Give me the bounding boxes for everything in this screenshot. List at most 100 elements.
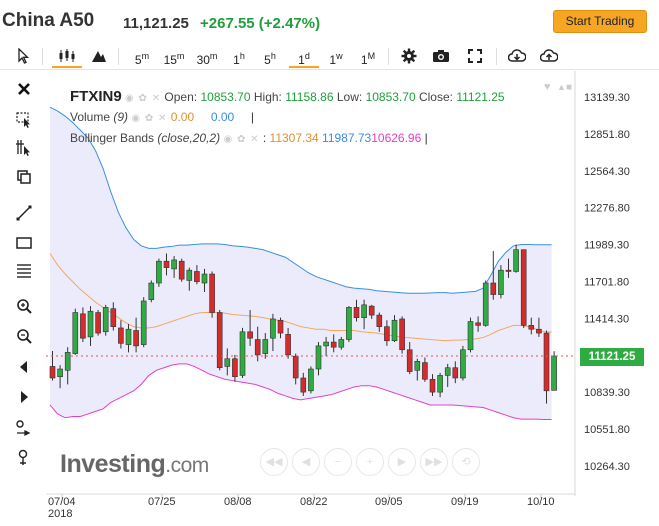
x-tick-label: 09/19: [451, 496, 479, 508]
magnet-alt-icon[interactable]: [13, 446, 35, 468]
candle-body: [88, 311, 93, 337]
cloud-download-icon[interactable]: [506, 44, 528, 68]
interval-15m[interactable]: 15m: [160, 44, 188, 68]
candle: [468, 318, 473, 353]
last-price: 11,121.25: [123, 15, 189, 32]
close-value: 11121.25: [456, 90, 504, 104]
nav-zoom-in-icon[interactable]: +: [356, 448, 384, 476]
clone-icon[interactable]: [13, 166, 35, 188]
candle: [103, 305, 108, 336]
interval-1d[interactable]: 1d: [289, 44, 319, 68]
interval-1M[interactable]: 1M: [356, 44, 380, 68]
drawing-tools: [0, 72, 46, 472]
candle-body: [118, 328, 123, 343]
candles-icon[interactable]: [52, 44, 82, 68]
nav-prev-icon[interactable]: ◀: [292, 448, 320, 476]
line-icon[interactable]: [13, 202, 35, 224]
candle: [521, 250, 526, 328]
candle-body: [156, 261, 161, 283]
nav-forward-icon[interactable]: ▶▶: [420, 448, 448, 476]
y-tick-label: 12564.30: [584, 166, 630, 178]
y-tick-label: 12851.80: [584, 129, 630, 141]
cursor-icon[interactable]: [12, 44, 34, 68]
candle-body: [415, 361, 420, 370]
open-value: 10853.70: [200, 90, 250, 104]
eye-icon[interactable]: ◉ ✿ ✕: [131, 113, 167, 124]
x-tick-label: 08/08: [224, 496, 252, 508]
candle: [346, 306, 351, 342]
magnet-icon[interactable]: [13, 416, 35, 438]
zoom-out-icon[interactable]: [13, 326, 35, 348]
candle: [179, 259, 184, 282]
bollinger-fill: [50, 107, 552, 419]
camera-icon[interactable]: [430, 44, 452, 68]
zoom-in-icon[interactable]: [13, 296, 35, 318]
low-value: 10853.70: [366, 90, 416, 104]
candle-body: [80, 314, 85, 338]
candle-body: [255, 339, 260, 354]
interval-5m[interactable]: 5m: [130, 44, 154, 68]
volume-value-b: 0.00: [211, 110, 234, 124]
candle-body: [324, 342, 329, 346]
candle-body: [126, 329, 131, 344]
candle-body: [536, 329, 541, 333]
candle-body: [514, 250, 519, 272]
y-tick-label: 13139.30: [584, 92, 630, 104]
crosshair-icon[interactable]: [13, 136, 35, 158]
candle-body: [377, 315, 382, 327]
candle-body: [263, 339, 268, 353]
mountain-icon[interactable]: [88, 44, 110, 68]
fib-icon[interactable]: [13, 260, 35, 282]
candle-body: [194, 271, 199, 281]
candle-body: [293, 356, 298, 378]
candle: [308, 366, 313, 393]
candle: [141, 297, 146, 347]
candle-body: [544, 333, 549, 391]
rectangle-icon[interactable]: [13, 232, 35, 254]
interval-1h[interactable]: 1h: [227, 44, 251, 68]
arrow-right-icon[interactable]: [13, 386, 35, 408]
nav-reset-icon[interactable]: ⟲: [452, 448, 480, 476]
gear-icon[interactable]: [398, 44, 420, 68]
candle-body: [73, 313, 78, 354]
candle-body: [278, 320, 283, 333]
x-tick-label: 07/04: [48, 496, 76, 508]
interval-5h[interactable]: 5h: [258, 44, 282, 68]
current-price-tag: 11121.25: [580, 348, 644, 366]
eye-icon[interactable]: ◉ ✿ ✕: [125, 93, 161, 104]
candle-body: [339, 339, 344, 347]
candle-body: [202, 274, 207, 283]
candle-body: [476, 323, 481, 326]
candle: [498, 265, 503, 298]
candle-body: [354, 307, 359, 317]
candle-body: [96, 313, 101, 334]
candle: [73, 309, 78, 355]
nav-zoom-out-icon[interactable]: −: [324, 448, 352, 476]
interval-1w[interactable]: 1w: [324, 44, 348, 68]
pane-lock-icon: ■: [566, 82, 572, 93]
candle-body: [430, 379, 435, 392]
candle-body: [369, 306, 374, 315]
pane-controls: ♥ ▲ ■: [544, 81, 572, 93]
candle: [483, 280, 488, 326]
candle-body: [111, 309, 116, 327]
arrow-left-icon[interactable]: [13, 356, 35, 378]
legend-ohlc-row: FTXIN9 ◉ ✿ ✕ Open: 10853.70 High: 11158.…: [70, 88, 505, 105]
eye-icon[interactable]: ◉ ✿ ✕: [223, 134, 259, 145]
fullscreen-icon[interactable]: [464, 44, 486, 68]
cloud-upload-icon[interactable]: [538, 44, 560, 68]
close-icon[interactable]: [13, 78, 35, 100]
nav-back-icon[interactable]: ◀◀: [260, 448, 288, 476]
candle-body: [468, 322, 473, 350]
candle-body: [286, 334, 291, 355]
select-icon[interactable]: [13, 108, 35, 130]
candle-body: [217, 313, 222, 368]
nav-next-icon[interactable]: ▶: [388, 448, 416, 476]
candle-body: [384, 327, 389, 341]
interval-30m[interactable]: 30m: [193, 44, 221, 68]
candle: [210, 271, 215, 317]
candle-body: [316, 346, 321, 369]
candle-body: [407, 350, 412, 372]
start-trading-button[interactable]: Start Trading: [553, 10, 647, 33]
candle-body: [187, 270, 192, 280]
